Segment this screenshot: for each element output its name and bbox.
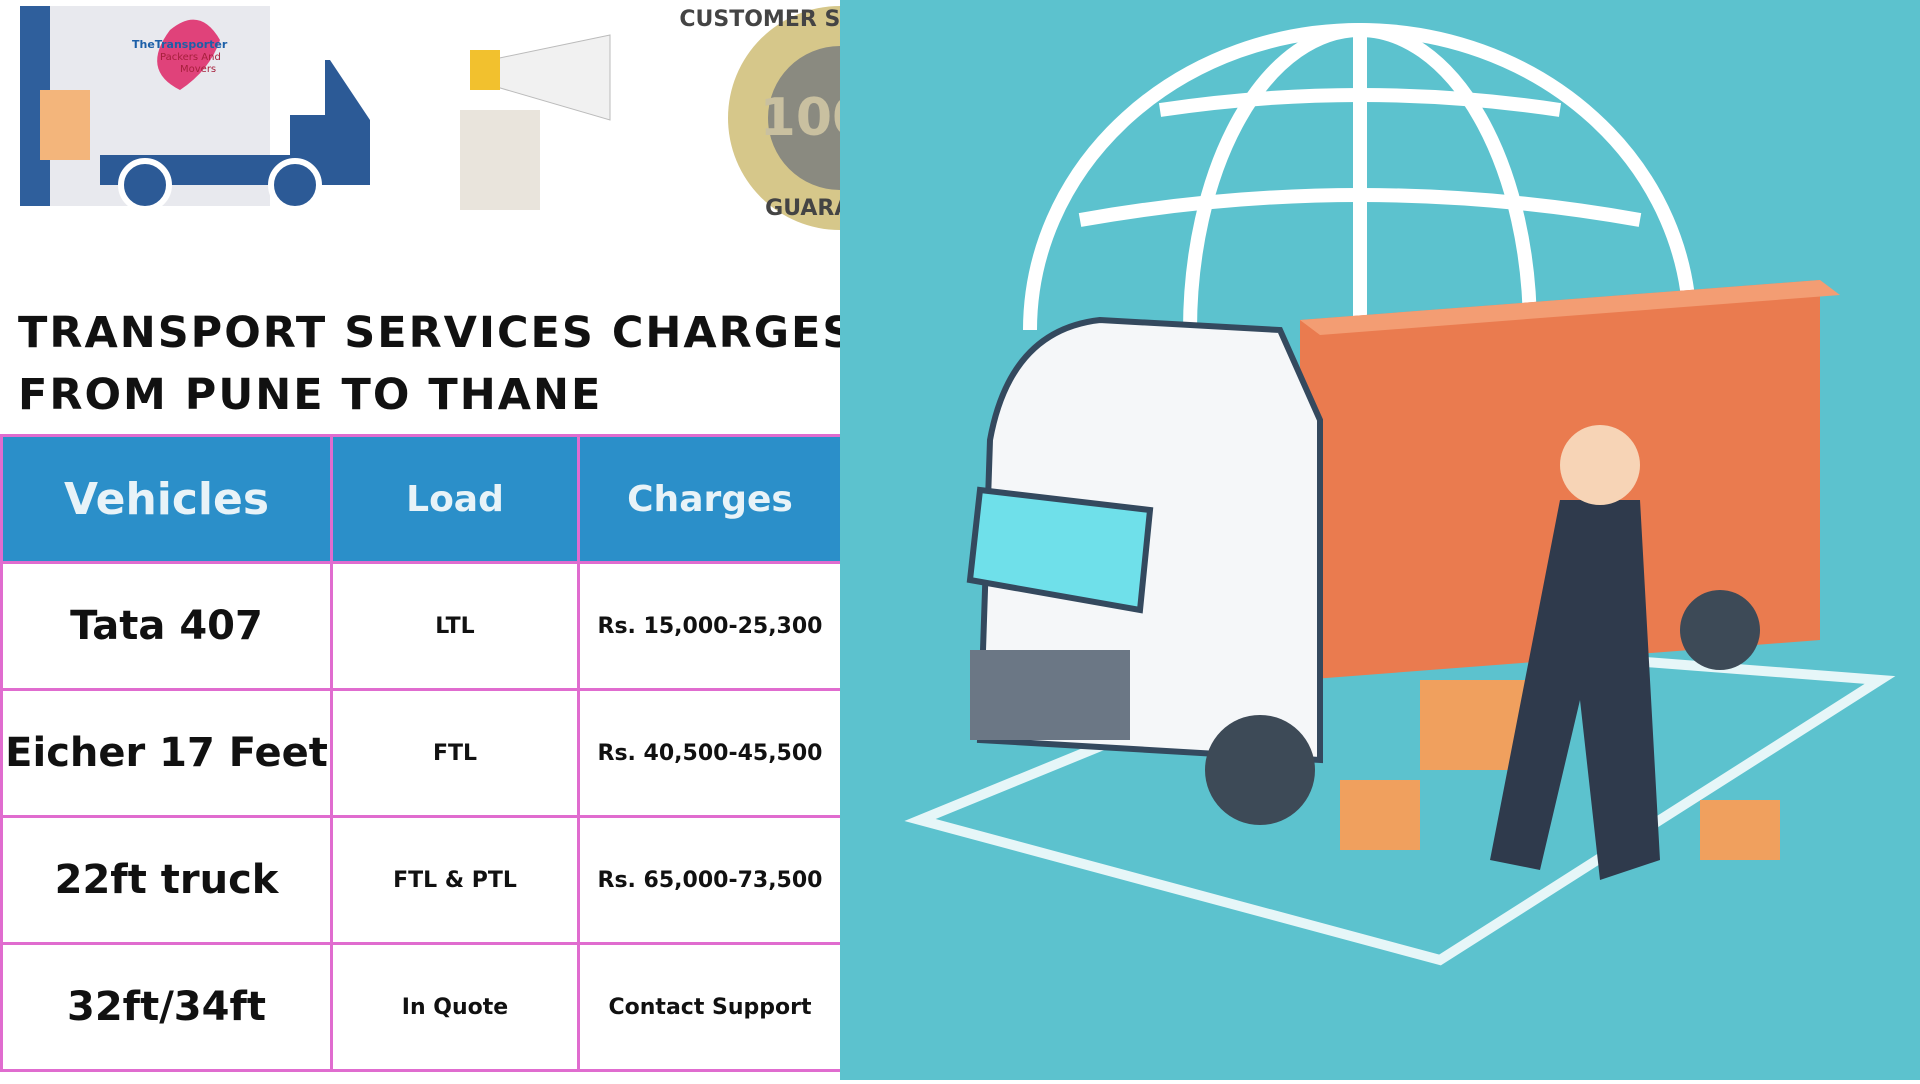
person-head [1560, 425, 1640, 505]
table-cell: Eicher 17 Feet [0, 688, 333, 818]
column-header: Vehicles [0, 434, 333, 564]
table-cell: Rs. 65,000-73,500 [577, 815, 843, 945]
badge-bottom: GUARANTEE [765, 196, 840, 221]
megaphone-ring [470, 50, 500, 90]
wheel [118, 158, 172, 212]
table-cell: LTL [330, 561, 580, 691]
badge-top: CUSTOMER SATISFACTION [679, 7, 840, 32]
logo-text: TheTransporter [132, 38, 228, 51]
right-panel [840, 0, 1920, 1080]
grille [970, 650, 1130, 740]
table-cell: Contact Support [577, 942, 843, 1072]
logo-heart [157, 19, 220, 90]
table-cell: FTL [330, 688, 580, 818]
container-top [1300, 280, 1840, 335]
table-row: 32ft/34ft In Quote Contact Support [0, 942, 843, 1072]
logo-text: Movers [180, 64, 216, 75]
wheel [1205, 715, 1315, 825]
parcel [1700, 800, 1780, 860]
logo-text: Packers And [160, 52, 221, 63]
megaphone [489, 34, 611, 121]
globe [1023, 23, 1697, 331]
badge-center-text: 100% [760, 88, 840, 148]
windshield [966, 486, 1154, 614]
title-line: TRANSPORT SERVICES CHARGES [18, 308, 856, 358]
badge-center [768, 46, 840, 190]
table-row: Tata 407 LTL Rs. 15,000-25,300 [0, 561, 843, 691]
table-cell: Rs. 40,500-45,500 [577, 688, 843, 818]
left-panel: TheTransporter Packers And Movers CUSTOM… [0, 0, 853, 1080]
table-body: Tata 407 LTL Rs. 15,000-25,300 Eicher 17 Fe… [0, 561, 843, 1072]
table-row: Eicher 17 Feet FTL Rs. 40,500-45,500 [0, 688, 843, 818]
title-line: FROM PUNE TO THANE [18, 370, 603, 420]
person [1490, 500, 1660, 880]
parcel [1340, 780, 1420, 850]
hand [460, 110, 540, 210]
table-row: 22ft truck FTL & PTL Rs. 65,000-73,500 [0, 815, 843, 945]
table-cell: 32ft/34ft [0, 942, 333, 1072]
wheel [1680, 590, 1760, 670]
table-cell: In Quote [330, 942, 580, 1072]
parcel [40, 90, 90, 160]
title: TRANSPORT SERVICES CHARGES FROM PUNE TO … [18, 302, 855, 426]
wheel [268, 158, 322, 212]
header-graphics: TheTransporter Packers And Movers CUSTOM… [20, 6, 840, 230]
table-cell: 22ft truck [0, 815, 333, 945]
table-head: Vehicles Load Charges [0, 434, 843, 564]
table-cell: Rs. 15,000-25,300 [577, 561, 843, 691]
header-row: Vehicles Load Charges [0, 434, 843, 564]
truck-window [275, 60, 325, 115]
charges-table: Vehicles Load Charges Tata 407 LTL Rs. 15,00… [0, 434, 843, 1072]
column-header: Load [330, 434, 580, 564]
table-cell: Tata 407 [0, 561, 333, 691]
container [1300, 280, 1820, 680]
column-header: Charges [577, 434, 843, 564]
illustration [904, 23, 1896, 966]
table-cell: FTL & PTL [330, 815, 580, 945]
